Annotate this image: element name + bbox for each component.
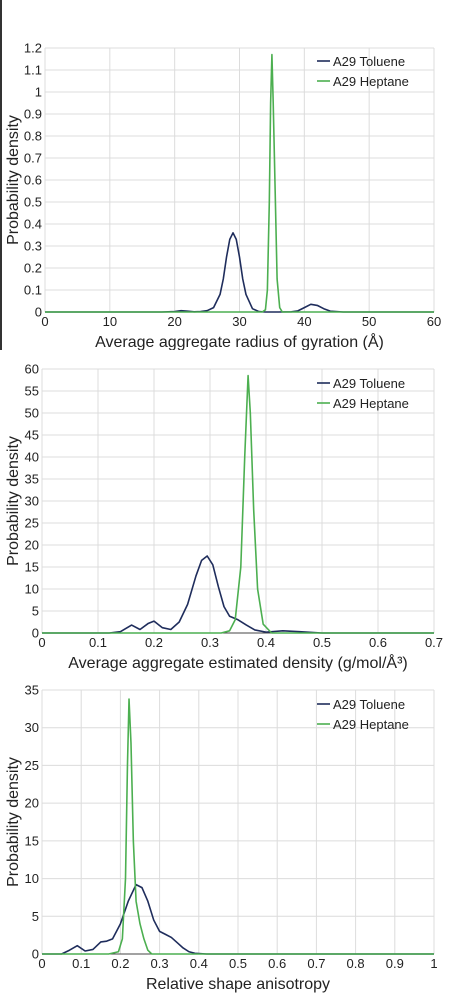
y-tick-label: 0.1	[24, 283, 42, 298]
x-tick-label: 40	[297, 314, 311, 329]
x-tick-label: 0.7	[425, 635, 443, 650]
x-tick-label: 0.9	[386, 956, 404, 971]
x-tick-label: 0	[38, 956, 45, 971]
x-tick-label: 0.5	[313, 635, 331, 650]
legend: A29 Toluene A29 Heptane	[317, 54, 409, 89]
radius-of-gyration-chart: 0 10 20 30 40 50 60 0 0.1 0.2 0.3 0.4 0.5 0.6 0.7 0.8 0.…	[5, 41, 441, 351]
legend-label: A29 Toluene	[333, 54, 405, 69]
grid	[44, 47, 435, 313]
y-tick-label: 0	[32, 626, 39, 641]
y-tick-label: 10	[25, 582, 39, 597]
x-tick-label: 10	[103, 314, 117, 329]
y-axis-title: Probability density	[5, 757, 22, 887]
x-tick-label: 0.3	[201, 635, 219, 650]
legend-label: A29 Toluene	[333, 376, 405, 391]
x-tick-label: 0.8	[347, 956, 365, 971]
x-tick-label: 0.7	[307, 956, 325, 971]
y-tick-label: 55	[25, 384, 39, 399]
y-tick-label: 25	[25, 758, 39, 773]
x-tick-label: 20	[167, 314, 181, 329]
estimated-density-chart: 0 0.1 0.2 0.3 0.4 0.5 0.6 0.7 0 5 10 15 20 25 30 35 40 45…	[5, 362, 443, 673]
y-tick-label: 25	[25, 516, 39, 531]
y-tick-label: 0.7	[24, 151, 42, 166]
y-tick-label: 20	[25, 538, 39, 553]
x-axis-title: Average aggregate estimated density (g/m…	[68, 653, 407, 672]
y-tick-label: 30	[25, 720, 39, 735]
x-tick-label: 0.6	[268, 956, 286, 971]
y-tick-label: 45	[25, 428, 39, 443]
shape-anisotropy-chart: 0 0.1 0.2 0.3 0.4 0.5 0.6 0.7 0.8 0.9 105101520253…	[5, 683, 438, 994]
y-tick-label: 15	[25, 560, 39, 575]
legend: A29 Toluene A29 Heptane	[317, 697, 409, 732]
y-tick-label: 20	[25, 796, 39, 811]
y-tick-label: 0.9	[24, 107, 42, 122]
y-axis-title: Probability density	[5, 436, 22, 566]
y-tick-label: 0.3	[24, 239, 42, 254]
y-tick-label: 10	[25, 871, 39, 886]
legend-label: A29 Heptane	[333, 717, 409, 732]
series-line-a29-heptane	[45, 53, 434, 313]
legend: A29 Toluene A29 Heptane	[317, 376, 409, 411]
legend-label: A29 Heptane	[333, 74, 409, 89]
y-tick-label: 40	[25, 450, 39, 465]
y-tick-label: 1.1	[24, 63, 42, 78]
x-tick-label: 0.5	[229, 956, 247, 971]
left-edge-rule	[0, 0, 2, 350]
x-tick-label: 1	[430, 956, 437, 971]
x-tick-label: 0.4	[190, 956, 208, 971]
legend-label: A29 Heptane	[333, 396, 409, 411]
x-tick-label: 0	[41, 314, 48, 329]
x-tick-label: 0.3	[151, 956, 169, 971]
y-tick-label: 0.4	[24, 217, 42, 232]
x-tick-label: 0.2	[111, 956, 129, 971]
chart-panel-estimated-density: 0 0.1 0.2 0.3 0.4 0.5 0.6 0.7 0 5 10 15 20 25 30 35 40 45…	[0, 350, 474, 680]
x-tick-label: 0.2	[145, 635, 163, 650]
x-tick-label: 0.1	[89, 635, 107, 650]
y-tick-label: 1	[35, 85, 42, 100]
series-line-a29-heptane	[42, 698, 434, 955]
y-tick-label: 0.6	[24, 173, 42, 188]
series-line-a29-heptane	[42, 374, 434, 634]
y-tick-label: 35	[25, 683, 39, 698]
grid	[41, 689, 435, 955]
y-tick-label: 0.2	[24, 261, 42, 276]
y-tick-label: 35	[25, 472, 39, 487]
series-line-a29-toluene	[42, 555, 434, 634]
x-tick-label: 60	[427, 314, 441, 329]
y-tick-label: 0.8	[24, 129, 42, 144]
series-line-a29-toluene	[42, 883, 434, 955]
x-tick-label: 0.1	[72, 956, 90, 971]
y-tick-label: 5	[32, 604, 39, 619]
legend-label: A29 Toluene	[333, 697, 405, 712]
x-tick-label: 0.6	[369, 635, 387, 650]
y-tick-label: 50	[25, 406, 39, 421]
y-tick-label: 30	[25, 494, 39, 509]
x-tick-label: 30	[232, 314, 246, 329]
x-tick-label: 0.4	[257, 635, 275, 650]
x-tick-label: 0	[38, 635, 45, 650]
chart-panel-radius-of-gyration: 0 10 20 30 40 50 60 0 0.1 0.2 0.3 0.4 0.5 0.6 0.7 0.8 0.…	[0, 0, 474, 351]
y-tick-label: 0	[35, 305, 42, 320]
y-tick-label: 1.2	[24, 41, 42, 56]
x-tick-label: 50	[362, 314, 376, 329]
y-tick-label: 0.5	[24, 195, 42, 210]
y-tick-label: 0	[32, 947, 39, 962]
x-axis-title: Relative shape anisotropy	[146, 976, 330, 993]
y-axis-title: Probability density	[5, 115, 22, 245]
chart-panel-shape-anisotropy: 0 0.1 0.2 0.3 0.4 0.5 0.6 0.7 0.8 0.9 1 0 5 10 15 20 25 3…	[0, 680, 474, 996]
y-tick-label: 5	[32, 909, 39, 924]
y-tick-label: 60	[25, 362, 39, 377]
y-tick-label: 15	[25, 833, 39, 848]
x-axis-title: Average aggregate radius of gyration (Å)	[95, 332, 384, 350]
